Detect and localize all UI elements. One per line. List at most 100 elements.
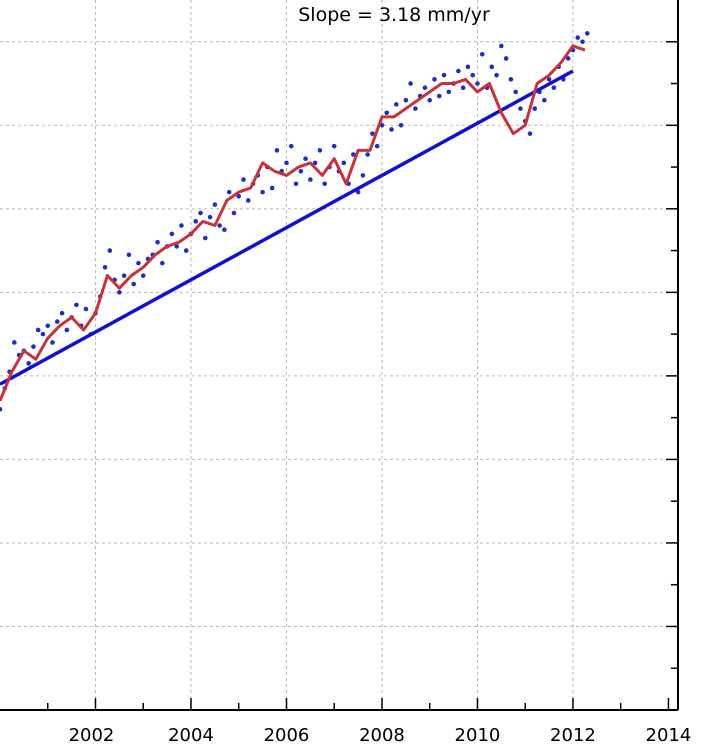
data-point: [508, 77, 514, 82]
data-point: [131, 281, 136, 287]
data-point: [331, 143, 337, 149]
data-point: [422, 85, 428, 91]
x-tick-label: 2010: [455, 725, 501, 746]
data-point: [140, 273, 146, 278]
tick-label-layer: 2002 2004 2006 2008 2010 2012 2014: [69, 725, 692, 746]
data-point: [489, 64, 495, 70]
data-point: [222, 227, 227, 233]
data-point: [136, 260, 141, 266]
x-tick-label: 2004: [168, 725, 214, 746]
data-point: [551, 85, 557, 91]
data-point: [35, 327, 41, 333]
data-point: [269, 185, 275, 191]
data-point: [45, 323, 51, 329]
data-point: [441, 72, 447, 78]
data-point: [393, 102, 399, 107]
data-point: [303, 156, 308, 162]
data-point: [126, 252, 132, 258]
data-point: [360, 173, 366, 178]
data-point: [460, 85, 466, 91]
data-point: [479, 51, 485, 57]
data-point: [565, 56, 571, 61]
data-point: [427, 97, 433, 103]
data-point: [370, 131, 375, 136]
data-point: [527, 131, 533, 136]
x-tick-label: 2008: [359, 725, 405, 746]
data-point: [503, 56, 509, 61]
data-point: [308, 177, 313, 182]
data-point: [351, 152, 356, 157]
data-point: [174, 244, 179, 249]
data-point: [413, 106, 418, 111]
data-point: [179, 223, 184, 228]
data-point: [59, 310, 65, 316]
data-point: [298, 168, 304, 174]
data-point: [31, 344, 36, 349]
data-point: [312, 160, 318, 166]
x-tick-label: 2012: [550, 725, 596, 746]
data-point: [83, 306, 89, 312]
data-point: [470, 72, 475, 78]
data-point: [236, 193, 242, 199]
data-point: [322, 181, 327, 187]
data-point: [160, 260, 165, 266]
slope-annotation: Slope = 3.18 mm/yr: [298, 4, 490, 26]
data-point: [494, 72, 499, 78]
data-point: [513, 89, 518, 95]
data-point: [207, 214, 213, 220]
grid-layer: [0, 0, 678, 710]
data-point: [341, 160, 347, 166]
data-point: [475, 81, 480, 86]
data-point: [532, 106, 538, 111]
data-point: [183, 248, 189, 253]
trend-line: [0, 69, 574, 386]
data-point: [403, 97, 409, 103]
data-point: [432, 77, 437, 82]
data-point: [193, 219, 199, 224]
data-point: [580, 39, 585, 45]
data-point: [542, 97, 547, 103]
data-point: [241, 177, 246, 182]
data-point: [102, 264, 108, 270]
data-point: [546, 77, 552, 82]
data-point: [408, 81, 413, 86]
axis-layer: [0, 0, 679, 711]
data-point: [107, 248, 113, 253]
data-point: [40, 331, 46, 337]
data-point: [226, 189, 232, 195]
data-point: [260, 189, 265, 195]
data-point: [293, 181, 299, 187]
data-point: [117, 290, 122, 295]
data-point: [245, 198, 251, 203]
data-point: [398, 122, 404, 128]
data-point: [12, 340, 17, 345]
data-point: [203, 235, 208, 241]
x-tick-label: 2014: [646, 725, 692, 746]
data-point: [0, 406, 3, 412]
data-layer: [0, 31, 590, 412]
data-point: [317, 148, 323, 153]
data-point: [374, 143, 380, 149]
data-point: [54, 319, 60, 324]
data-point: [575, 35, 581, 40]
data-point: [499, 43, 504, 49]
data-point: [198, 210, 203, 216]
data-point: [584, 31, 590, 36]
smoothed-line: [0, 44, 586, 402]
data-point: [446, 89, 452, 95]
data-point: [436, 93, 442, 99]
data-point: [518, 106, 523, 111]
data-point: [169, 231, 175, 237]
data-point: [288, 143, 294, 149]
data-point: [217, 223, 222, 228]
data-point: [384, 110, 390, 116]
data-point: [155, 239, 160, 245]
data-point: [365, 152, 370, 157]
data-point: [274, 148, 280, 153]
data-point: [74, 302, 79, 308]
data-point: [26, 361, 31, 366]
data-point: [231, 210, 237, 216]
data-point: [389, 127, 394, 132]
